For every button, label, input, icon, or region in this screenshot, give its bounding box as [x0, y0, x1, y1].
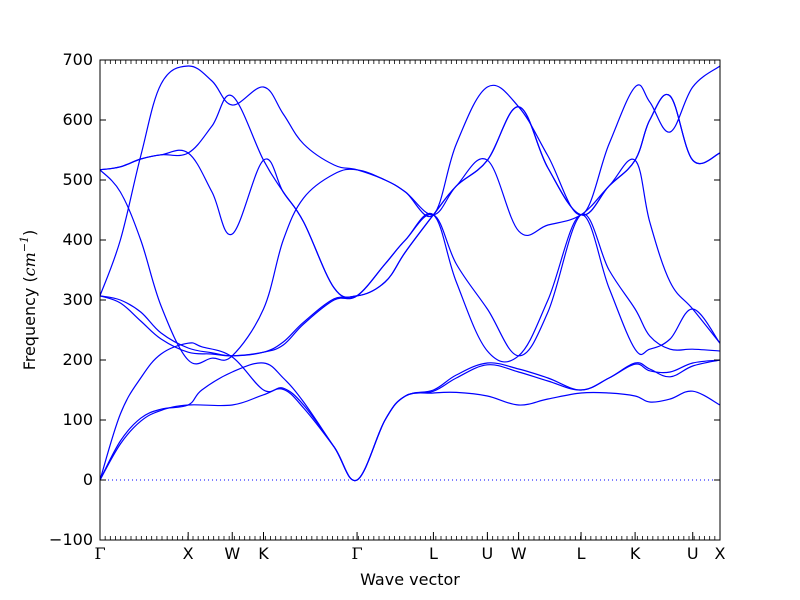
x-tick-label: Γ [352, 544, 363, 563]
x-tick-label: Γ [94, 544, 105, 563]
phonon-branch-3 [99, 342, 721, 482]
y-axis-ticks: −100 0 100 200 300 400 500 600 700 [49, 50, 720, 549]
y-tick-label: 0 [83, 470, 93, 489]
y-tick-label: 400 [62, 230, 93, 249]
x-tick-label: U [687, 544, 699, 563]
phonon-branch-9 [99, 65, 721, 297]
phonon-branch-1 [99, 388, 721, 482]
y-tick-label: 500 [62, 170, 93, 189]
y-tick-label: −100 [49, 530, 93, 549]
y-tick-label: 200 [62, 350, 93, 369]
x-tick-label: W [511, 544, 527, 563]
phonon-branch-8 [99, 93, 721, 298]
x-tick-label: L [429, 544, 438, 563]
x-axis-label: Wave vector [360, 570, 460, 589]
plot-lines [99, 65, 721, 482]
y-tick-label: 100 [62, 410, 93, 429]
y-tick-label: 300 [62, 290, 93, 309]
x-tick-label: L [577, 544, 586, 563]
y-axis-label-unit: cm [20, 252, 39, 276]
phonon-branch-5 [99, 212, 721, 363]
x-tick-label: X [715, 544, 726, 563]
phonon-branch-2 [99, 359, 721, 482]
x-tick-label: K [258, 544, 269, 563]
x-tick-label: U [482, 544, 494, 563]
y-axis-label-exponent: −1 [18, 236, 31, 252]
y-tick-label: 700 [62, 50, 93, 69]
y-axis-label: Frequency (cm−1) [18, 230, 39, 371]
x-tick-label: W [224, 544, 240, 563]
y-axis-label-suffix: ) [20, 230, 39, 236]
plot-frame [99, 59, 721, 541]
y-tick-label: 600 [62, 110, 93, 129]
x-tick-label: X [183, 544, 194, 563]
y-axis-label-prefix: Frequency ( [20, 276, 39, 370]
x-tick-label: K [630, 544, 641, 563]
